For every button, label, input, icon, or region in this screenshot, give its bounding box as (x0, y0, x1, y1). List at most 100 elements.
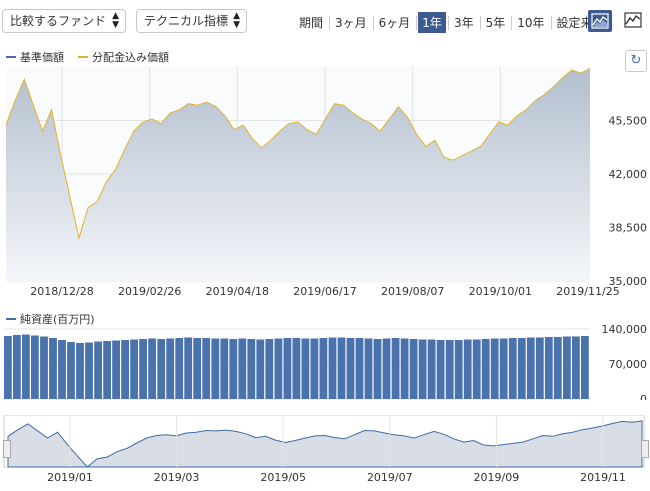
nav-x-tick-label: 2019/07 (367, 471, 413, 484)
legend-swatch-dividend (78, 56, 88, 58)
assets-bar (112, 340, 120, 399)
assets-bar (58, 340, 66, 399)
legend-assets-label: 純資産(百万円) (20, 313, 95, 326)
assets-bar (418, 339, 427, 399)
period-selector: 期間 3ヶ月 6ヶ月 1年 3年 5年 10年 設定来 (295, 12, 598, 33)
assets-bar (544, 337, 553, 399)
x-tick-label: 2018/12/28 (30, 285, 93, 298)
assets-bar (508, 338, 517, 399)
assets-bar (535, 337, 544, 399)
assets-bar (238, 338, 247, 399)
assets-bar (310, 338, 319, 399)
navigator-handle-right[interactable] (641, 440, 649, 458)
line-chart-icon (624, 12, 642, 28)
assets-bar (526, 337, 535, 399)
assets-bar (373, 339, 382, 399)
assets-bar (193, 338, 202, 399)
assets-bar (382, 338, 391, 399)
y-tick-label: 38,500 (609, 222, 648, 235)
assets-bar (283, 338, 292, 399)
assets-bar (563, 336, 571, 399)
technical-indicator-select[interactable]: テクニカル指標 ▲ ▼ (136, 9, 247, 33)
legend-main: 基準価額 分配金込み価額 (6, 49, 169, 65)
x-tick-label: 2019/11/25 (556, 285, 619, 298)
period-label: 期間 (299, 16, 324, 30)
assets-bar (490, 338, 499, 399)
assets-bar (454, 340, 463, 399)
assets-bar (175, 338, 184, 399)
x-tick-label: 2019/08/07 (381, 285, 444, 298)
period-1y[interactable]: 1年 (418, 12, 446, 33)
assets-bar (121, 340, 129, 399)
assets-bar (247, 339, 256, 399)
assets-bar (166, 338, 175, 399)
assets-bar (436, 340, 445, 399)
chevron-updown-icon: ▲ ▼ (233, 11, 240, 30)
bar-y-tick-label: 0 (640, 393, 647, 400)
assets-bar (13, 335, 21, 399)
reload-icon: ↻ (630, 53, 642, 68)
line-chart-button[interactable] (622, 10, 646, 32)
legend-dividend-nav: 分配金込み価額 (92, 51, 169, 64)
assets-bar (130, 339, 138, 399)
period-3y[interactable]: 3年 (453, 16, 474, 30)
fund-compare-select[interactable]: 比較するファンド ▲ ▼ (2, 9, 126, 33)
assets-bar (157, 339, 166, 399)
y-tick-label: 42,000 (609, 168, 648, 181)
assets-bar (4, 336, 12, 399)
legend-swatch-assets (6, 318, 16, 320)
assets-bar (463, 339, 472, 399)
assets-bar (211, 338, 220, 399)
assets-bar (148, 338, 156, 399)
assets-bar (337, 337, 346, 399)
assets-bar (103, 341, 111, 399)
assets-bar (292, 338, 301, 399)
period-since-inception[interactable]: 設定来 (556, 16, 593, 30)
technical-indicator-label: テクニカル指標 (144, 14, 229, 28)
reload-button[interactable]: ↻ (625, 50, 647, 72)
assets-bar (517, 338, 526, 399)
legend-assets: 純資産(百万円) (6, 311, 95, 327)
legend-swatch-nav (6, 56, 16, 58)
assets-bar (256, 339, 265, 399)
x-tick-label: 2019/10/01 (469, 285, 532, 298)
assets-bar (472, 339, 481, 399)
assets-bar (76, 343, 84, 399)
assets-bar (409, 339, 418, 399)
navigator-area (7, 420, 643, 468)
assets-bar (85, 342, 93, 399)
y-tick-label: 35,000 (609, 275, 648, 288)
period-6m[interactable]: 6ヶ月 (378, 16, 411, 30)
assets-bar (581, 336, 589, 399)
assets-bar (40, 336, 48, 399)
assets-bar (67, 342, 75, 399)
assets-bar (553, 337, 562, 399)
assets-bar (49, 338, 57, 399)
assets-bar (139, 339, 147, 399)
x-tick-label: 2019/04/18 (206, 285, 269, 298)
y-tick-label: 45,500 (609, 115, 648, 128)
period-10y[interactable]: 10年 (517, 16, 545, 30)
x-tick-label: 2019/02/26 (118, 285, 181, 298)
assets-bar (499, 338, 508, 399)
assets-bar (229, 339, 238, 399)
navigator-chart: 2019/01 2019/03 2019/05 2019/07 2019/09 2019/… (3, 415, 645, 484)
assets-bar (301, 338, 310, 399)
legend-nav: 基準価額 (20, 51, 64, 64)
assets-bar (364, 338, 373, 399)
dividend-nav-line (5, 68, 591, 241)
assets-bar (265, 339, 274, 399)
assets-bar (328, 337, 337, 399)
nav-x-tick-label: 2019/11 (580, 471, 626, 484)
assets-bar (94, 341, 102, 399)
assets-bar (31, 335, 39, 399)
chevron-updown-icon: ▲ ▼ (112, 11, 119, 30)
period-3m[interactable]: 3ヶ月 (335, 16, 367, 30)
assets-bar (391, 338, 400, 399)
assets-bar (355, 338, 364, 399)
navigator-handle-left[interactable] (3, 440, 11, 458)
nav-x-tick-label: 2019/09 (474, 471, 520, 484)
period-5y[interactable]: 5年 (485, 16, 506, 30)
fund-compare-label: 比較するファンド (10, 14, 107, 28)
area-chart-button[interactable] (588, 10, 612, 32)
